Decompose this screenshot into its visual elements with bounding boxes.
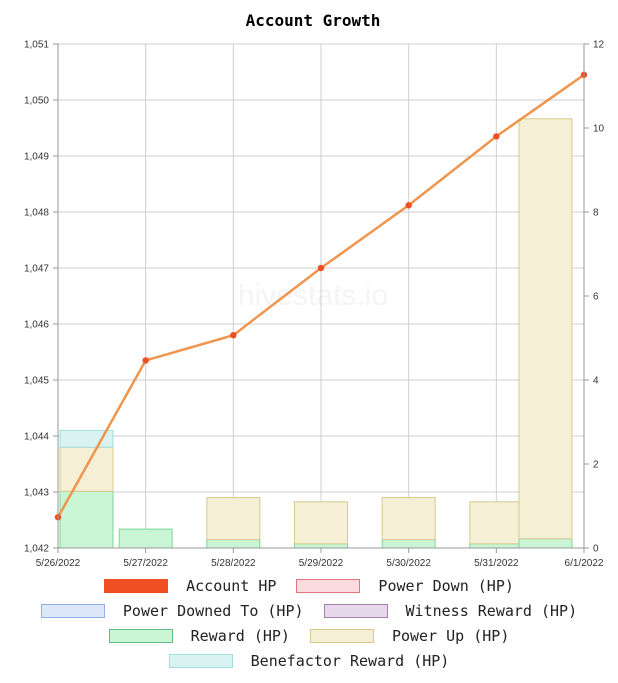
x-tick-label: 6/1/2022 <box>565 558 604 569</box>
chart-title: Account Growth <box>246 11 381 30</box>
y-left-tick-label: 1,049 <box>24 152 49 163</box>
x-tick-label: 5/30/2022 <box>386 558 431 569</box>
legend-item[interactable]: Power Up (HP) <box>309 626 510 645</box>
bar <box>469 543 524 549</box>
y-right-tick-label: 0 <box>593 544 599 555</box>
y-left-tick-label: 1,045 <box>24 376 49 387</box>
bar <box>294 501 348 545</box>
legend-row: Benefactor Reward (HP) <box>0 648 618 673</box>
legend-row: Power Downed To (HP) Witness Reward (HP) <box>0 598 618 623</box>
legend-label: Account HP <box>186 576 277 595</box>
x-tick-label: 5/29/2022 <box>299 558 344 569</box>
y-left-tick-label: 1,048 <box>24 208 49 219</box>
bar <box>294 543 348 549</box>
grid <box>57 43 585 549</box>
legend-label: Power Up (HP) <box>391 626 510 645</box>
legend-swatch <box>309 628 374 643</box>
bar <box>118 528 173 549</box>
bar <box>518 118 573 540</box>
y-left-tick-label: 1,047 <box>24 264 49 275</box>
legend-item[interactable]: Power Down (HP) <box>296 576 514 595</box>
legend-swatch <box>40 603 105 618</box>
bar <box>59 446 114 492</box>
y-right-tick-label: 12 <box>593 40 605 51</box>
x-tick-label: 5/26/2022 <box>36 558 81 569</box>
account-hp-point <box>493 133 500 140</box>
axes: 1,042 1,043 1,044 1,045 1,046 1,047 1,048 1,049… <box>24 40 605 570</box>
legend-row: Reward (HP) Power Up (HP) <box>0 623 618 648</box>
bar <box>381 497 436 541</box>
y-left-tick-label: 1,046 <box>24 320 49 331</box>
bar <box>206 497 261 541</box>
bar <box>469 501 524 545</box>
y-left-tick-label: 1,042 <box>24 544 49 555</box>
legend-swatch <box>323 603 388 618</box>
y-right-tick-label: 4 <box>593 376 599 387</box>
y-left-tick-label: 1,050 <box>24 96 49 107</box>
account-hp-point <box>230 332 237 339</box>
x-tick-label: 5/28/2022 <box>211 558 256 569</box>
x-tick-label: 5/31/2022 <box>474 558 519 569</box>
legend-swatch <box>168 653 233 668</box>
legend-item[interactable]: Witness Reward (HP) <box>323 601 578 620</box>
y-right-tick-label: 2 <box>593 460 599 471</box>
y-right-tick-label: 10 <box>593 124 605 135</box>
y-left-tick-label: 1,051 <box>24 40 49 51</box>
legend-item[interactable]: Reward (HP) <box>108 626 290 645</box>
account-hp-point <box>142 357 149 364</box>
account-hp-point <box>405 202 412 209</box>
legend: Account HP Power Down (HP) Power Downed To… <box>0 573 618 673</box>
bar <box>518 538 573 549</box>
legend-swatch <box>108 628 173 643</box>
legend-label: Reward (HP) <box>190 626 290 645</box>
bar <box>381 539 436 549</box>
y-left-tick-label: 1,043 <box>24 488 49 499</box>
account-hp-point <box>317 264 325 272</box>
bar <box>206 539 261 549</box>
legend-label: Witness Reward (HP) <box>405 601 578 620</box>
watermark: hivestats.io <box>238 279 388 312</box>
y-left-tick-label: 1,044 <box>24 432 49 443</box>
legend-label: Benefactor Reward (HP) <box>250 651 450 670</box>
x-tick-label: 5/27/2022 <box>123 558 168 569</box>
bar-series <box>59 118 573 549</box>
legend-label: Power Down (HP) <box>378 576 514 595</box>
legend-row: Account HP Power Down (HP) <box>0 573 618 598</box>
legend-swatch <box>104 578 169 593</box>
legend-label: Power Downed To (HP) <box>122 601 304 620</box>
legend-item[interactable]: Benefactor Reward (HP) <box>168 651 450 670</box>
legend-item[interactable]: Power Downed To (HP) <box>40 601 304 620</box>
account-growth-chart: Account Growth hivestats.io 1,0421,0431,… <box>24 11 605 570</box>
account-hp-line <box>54 71 588 521</box>
y-right-tick-label: 6 <box>593 292 599 303</box>
legend-swatch <box>296 578 361 593</box>
legend-item[interactable]: Account HP <box>104 577 276 595</box>
y-right-tick-label: 8 <box>593 208 599 219</box>
